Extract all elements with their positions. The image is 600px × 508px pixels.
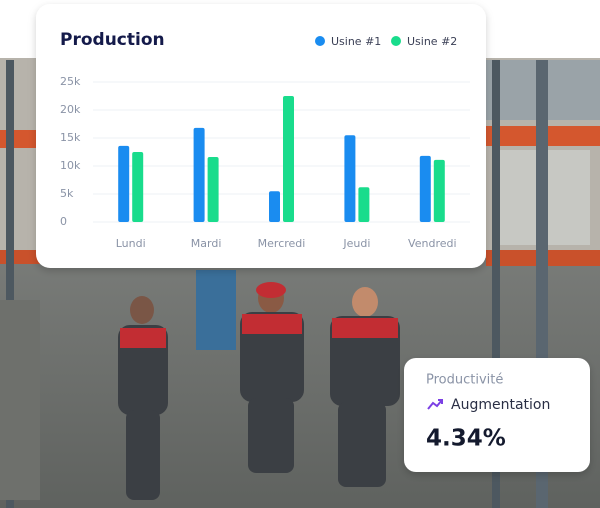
trend-icon-arrow xyxy=(438,399,443,404)
y-tick-label: 10k xyxy=(60,159,81,172)
stat-value: 4.34% xyxy=(426,426,506,452)
bar xyxy=(433,159,445,222)
x-tick-label: Lundi xyxy=(116,237,146,250)
x-tick-label: Vendredi xyxy=(408,237,456,250)
stat-card xyxy=(404,358,590,472)
chart-title: Production xyxy=(60,30,165,50)
bar xyxy=(344,135,356,222)
y-tick-label: 0 xyxy=(60,215,67,228)
bar xyxy=(269,191,280,222)
stat-trend: Augmentation xyxy=(451,397,550,413)
legend-marker xyxy=(391,36,401,46)
bar xyxy=(283,96,294,222)
bar xyxy=(193,127,205,222)
y-tick-label: 5k xyxy=(60,187,74,200)
bar xyxy=(358,187,370,222)
bar xyxy=(419,155,431,222)
legend-label: Usine #1 xyxy=(331,35,381,48)
bar xyxy=(132,152,144,222)
legend-label: Usine #2 xyxy=(407,35,457,48)
x-tick-label: Jeudi xyxy=(342,237,370,250)
x-tick-label: Mercredi xyxy=(258,237,306,250)
y-tick-label: 20k xyxy=(60,103,81,116)
chart-card xyxy=(36,4,486,268)
stat-label: Productivité xyxy=(426,373,503,388)
y-tick-label: 25k xyxy=(60,75,81,88)
x-tick-label: Mardi xyxy=(191,237,222,250)
bar xyxy=(118,145,130,222)
legend-marker xyxy=(315,36,325,46)
y-tick-label: 15k xyxy=(60,131,81,144)
bar xyxy=(207,157,219,222)
trend-icon xyxy=(427,399,443,410)
